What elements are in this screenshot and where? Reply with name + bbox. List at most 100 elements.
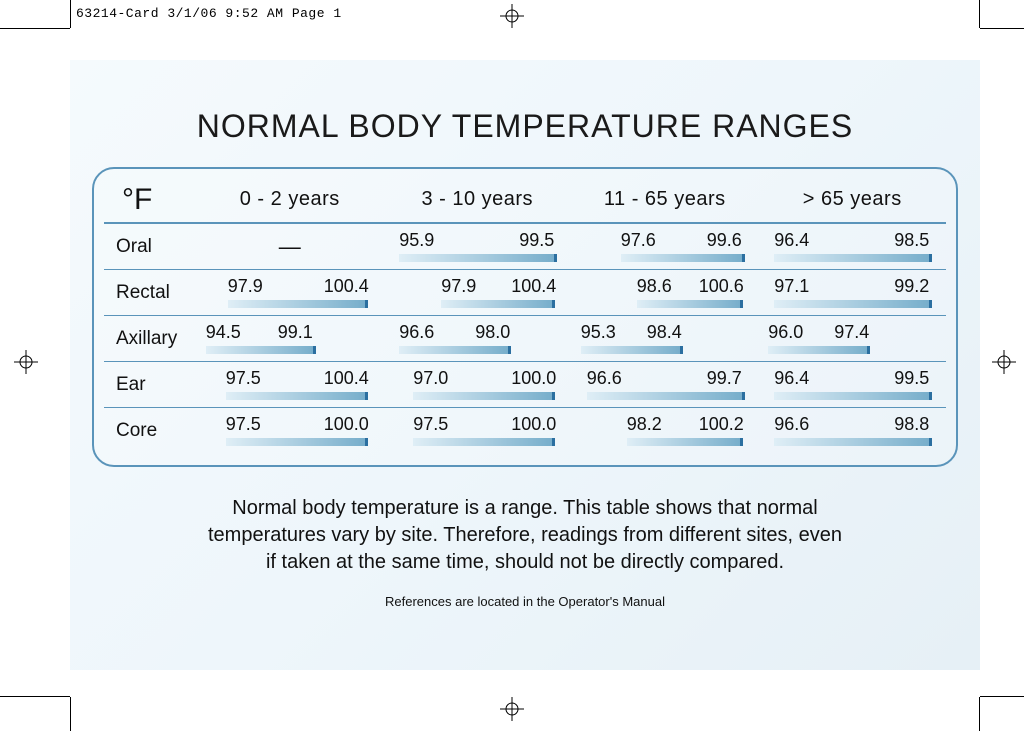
range-box: 96.698.8 (768, 414, 936, 448)
range-box: 96.698.0 (393, 322, 561, 356)
range-bar (228, 300, 368, 308)
table-header-row: °F 0 - 2 years 3 - 10 years 11 - 65 year… (104, 177, 946, 223)
range-box: 95.999.5 (393, 230, 561, 264)
crop-mark (70, 0, 71, 28)
range-cell: 97.5 100.4 (196, 362, 384, 407)
range-bar (768, 346, 870, 354)
range-cell: 96.698.8 (759, 408, 947, 453)
row-label: Core (104, 420, 196, 442)
range-bar (413, 438, 555, 446)
range-bar (226, 438, 368, 446)
range-high: 100.4 (324, 368, 369, 389)
range-box: 98.6100.6 (581, 276, 749, 310)
range-box: 97.1 99.2 (768, 276, 936, 310)
no-data-dash: — (196, 234, 384, 260)
range-low: 97.9 (441, 276, 476, 297)
range-low: 97.9 (228, 276, 263, 297)
range-low: 96.4 (774, 368, 809, 389)
range-low: 98.6 (637, 276, 672, 297)
range-box: 97.699.6 (581, 230, 749, 264)
range-cell: 95.999.5 (384, 224, 572, 269)
range-high: 98.4 (647, 322, 682, 343)
range-cell: 97.699.6 (571, 224, 759, 269)
range-cell: 98.2100.2 (571, 408, 759, 453)
table-row: Core 97.5 100.0 97.5 100.0 98.2100.2 96.698.8 (104, 407, 946, 453)
range-high: 100.0 (511, 368, 556, 389)
card: NORMAL BODY TEMPERATURE RANGES °F 0 - 2 … (70, 60, 980, 670)
range-cell: 96.698.0 (384, 316, 572, 361)
range-high: 100.0 (324, 414, 369, 435)
range-bar (581, 346, 683, 354)
crop-mark (980, 696, 1024, 697)
temperature-table: °F 0 - 2 years 3 - 10 years 11 - 65 year… (92, 167, 958, 467)
row-label: Oral (104, 236, 196, 258)
table-row: Rectal97.9100.497.9100.498.6100.697.199.… (104, 269, 946, 315)
range-low: 95.3 (581, 322, 616, 343)
crop-mark (70, 697, 71, 731)
registration-mark-icon (992, 350, 1016, 374)
crop-mark (0, 28, 70, 29)
range-low: 97.5 (413, 414, 448, 435)
range-cell: 97.9100.4 (196, 270, 384, 315)
range-box: 97.5 100.0 (206, 414, 374, 448)
crop-mark (979, 0, 980, 28)
range-high: 99.5 (519, 230, 554, 251)
range-bar (637, 300, 743, 308)
page-title: NORMAL BODY TEMPERATURE RANGES (70, 60, 980, 145)
range-box: 97.9 100.4 (393, 276, 561, 310)
range-low: 94.5 (206, 322, 241, 343)
range-high: 99.5 (894, 368, 929, 389)
range-box: 94.5 99.1 (206, 322, 374, 356)
age-col-header: 3 - 10 years (384, 177, 572, 222)
range-cell: 96.498.5 (759, 224, 947, 269)
table-row: Axillary 94.5 99.1 96.698.0 95.3 98.4 96.0 97.4 (104, 315, 946, 361)
age-col-header: > 65 years (759, 177, 947, 222)
range-bar (441, 300, 555, 308)
range-box: 97.5 100.0 (393, 414, 561, 448)
range-high: 100.0 (511, 414, 556, 435)
range-low: 97.5 (226, 414, 261, 435)
range-low: 97.1 (774, 276, 809, 297)
range-bar (774, 392, 932, 400)
table-row: Oral— 95.999.5 97.699.6 96.498.5 (104, 223, 946, 269)
caption-text: Normal body temperature is a range. This… (205, 495, 845, 576)
range-box: 98.2100.2 (581, 414, 749, 448)
row-label: Axillary (104, 328, 196, 350)
age-col-header: 11 - 65 years (571, 177, 759, 222)
range-bar (399, 346, 511, 354)
range-low: 98.2 (627, 414, 662, 435)
print-slug: 63214-Card 3/1/06 9:52 AM Page 1 (76, 6, 342, 21)
range-bar (621, 254, 745, 262)
range-cell: 97.9 100.4 (384, 270, 572, 315)
range-bar (774, 254, 932, 262)
range-cell: 97.5 100.0 (196, 408, 384, 453)
range-low: 96.0 (768, 322, 803, 343)
range-bar (627, 438, 743, 446)
range-box: 96.0 97.4 (768, 322, 936, 356)
references-note: References are located in the Operator's… (70, 594, 980, 609)
range-cell: 94.5 99.1 (196, 316, 384, 361)
row-label: Rectal (104, 282, 196, 304)
range-low: 96.6 (587, 368, 622, 389)
range-high: 97.4 (834, 322, 869, 343)
crop-mark (979, 697, 980, 731)
range-low: 97.0 (413, 368, 448, 389)
range-cell: 97.5 100.0 (384, 408, 572, 453)
range-bar (774, 300, 932, 308)
crop-mark (0, 696, 70, 697)
age-col-header: 0 - 2 years (196, 177, 384, 222)
range-low: 97.5 (226, 368, 261, 389)
range-high: 99.2 (894, 276, 929, 297)
range-cell: 98.6100.6 (571, 270, 759, 315)
range-high: 98.0 (475, 322, 510, 343)
range-box: 96.699.7 (581, 368, 749, 402)
registration-mark-icon (500, 4, 524, 28)
range-high: 99.1 (278, 322, 313, 343)
range-cell: — (196, 224, 384, 269)
crop-mark (980, 28, 1024, 29)
range-low: 96.4 (774, 230, 809, 251)
range-high: 99.6 (707, 230, 742, 251)
range-cell: 97.0 100.0 (384, 362, 572, 407)
range-high: 98.8 (894, 414, 929, 435)
range-high: 100.4 (511, 276, 556, 297)
